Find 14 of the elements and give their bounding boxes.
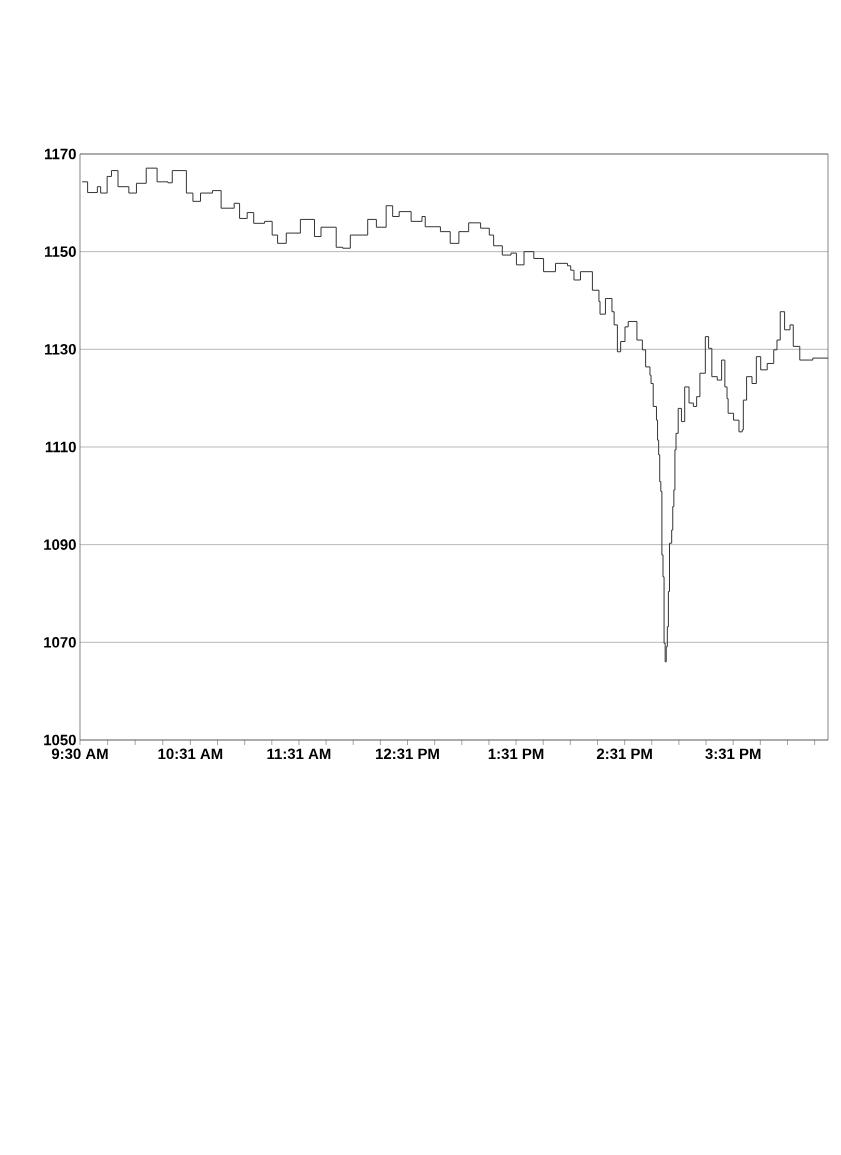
y-tick-label: 1070	[44, 637, 76, 648]
x-tick-label: 12:31 PM	[376, 748, 439, 760]
x-tick-label: 10:31 AM	[158, 748, 223, 760]
y-tick-label: 1150	[45, 246, 76, 257]
y-tick-label: 1050	[44, 734, 76, 746]
x-tick-label: 9:30 AM	[51, 748, 108, 760]
x-tick-label: 1:31 PM	[488, 748, 544, 760]
x-tick-label: 2:31 PM	[596, 748, 652, 760]
y-tick-label: 1110	[45, 441, 76, 453]
x-tick-label: 11:31 AM	[267, 748, 331, 760]
x-tick-label: 3:31 PM	[705, 748, 761, 760]
y-tick-label: 1170	[45, 148, 76, 160]
y-tick-label: 1090	[44, 539, 76, 550]
y-tick-label: 1130	[45, 344, 76, 355]
